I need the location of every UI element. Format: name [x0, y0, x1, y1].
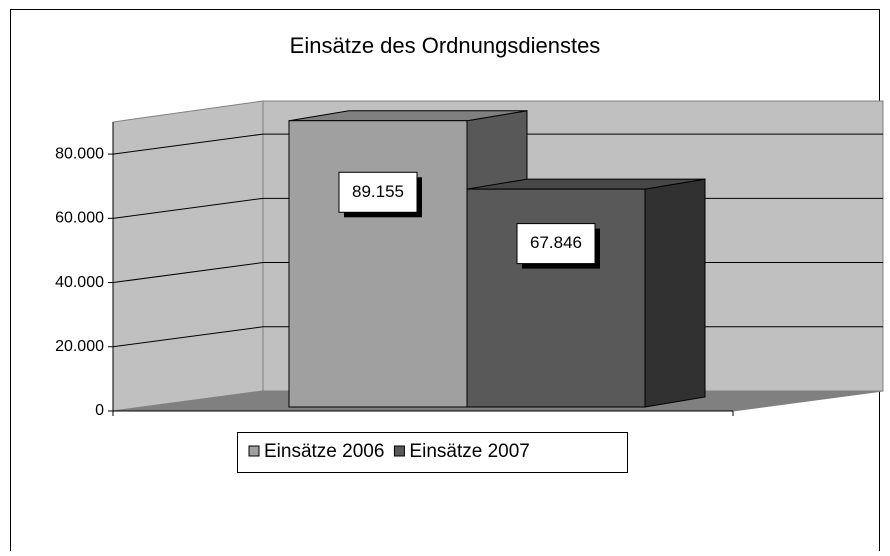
legend-label: Einsätze 2006 [264, 441, 384, 462]
chart-title: Einsätze des Ordnungsdienstes [290, 33, 601, 58]
data-label: 89.155 [352, 182, 404, 201]
legend-swatch [393, 445, 405, 457]
bar [288, 120, 468, 408]
bar-side [644, 178, 706, 408]
data-label: 67.846 [530, 233, 582, 252]
left-wall [112, 100, 264, 412]
bar [466, 188, 646, 408]
legend-label: Einsätze 2007 [409, 441, 529, 462]
grid-line [112, 133, 264, 155]
legend-swatch [248, 445, 260, 457]
y-tick-label: 20.000 [55, 338, 104, 355]
data-label-box [516, 223, 596, 265]
grid-line [112, 326, 264, 348]
y-tick-label: 40.000 [55, 274, 104, 291]
y-tick-label: 60.000 [55, 210, 104, 227]
grid-line [112, 262, 264, 284]
legend-box [237, 432, 628, 473]
y-tick-label: 0 [95, 402, 104, 419]
grid-line [112, 197, 264, 219]
data-label-box [338, 171, 418, 213]
y-tick-label: 80.000 [55, 145, 104, 162]
